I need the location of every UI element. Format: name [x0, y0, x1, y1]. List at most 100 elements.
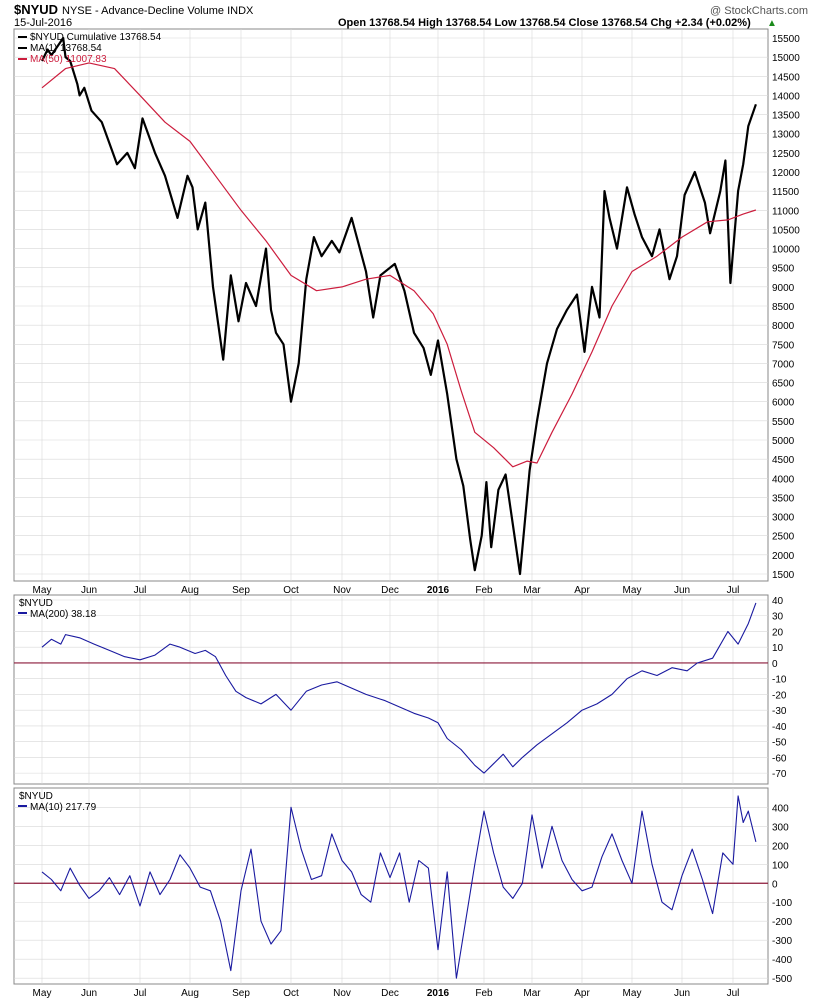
- y-tick-label: 4000: [772, 474, 795, 485]
- y-tick-label: -300: [772, 936, 792, 947]
- y-tick-label: 10: [772, 643, 784, 654]
- y-tick-label: -50: [772, 738, 787, 749]
- y-tick-label: 14500: [772, 72, 800, 83]
- x-tick-label: May: [33, 988, 52, 999]
- middle-legend: $NYUD MA(200) 38.18: [18, 598, 97, 620]
- x-tick-label: Jun: [81, 988, 97, 999]
- bottom-legend: $NYUD MA(10) 217.79: [18, 791, 97, 813]
- legend-ma10: MA(10) 217.79: [30, 802, 97, 813]
- y-tick-label: 7500: [772, 340, 795, 351]
- chart-ohlc: Open 13768.54 High 13768.54 Low 13768.54…: [338, 17, 751, 29]
- y-tick-label: 14000: [772, 91, 800, 102]
- x-tick-label: Jun: [81, 585, 97, 596]
- x-tick-label: Aug: [181, 988, 199, 999]
- up-arrow-icon: ▲: [767, 18, 777, 29]
- x-tick-label: Nov: [333, 988, 351, 999]
- series-line-ma50: [41, 62, 757, 468]
- x-tick-label: Mar: [523, 988, 541, 999]
- x-tick-label: May: [33, 585, 52, 596]
- legend-ma200: MA(200) 38.18: [30, 609, 97, 620]
- y-tick-label: -20: [772, 690, 787, 701]
- legend-ma50: MA(50) 11007.83: [30, 54, 107, 65]
- axis-layer: 1500200025003000350040004500500055006000…: [33, 34, 801, 999]
- x-tick-label: May: [623, 585, 642, 596]
- y-tick-label: -100: [772, 898, 792, 909]
- y-tick-label: -500: [772, 974, 792, 985]
- y-tick-label: -10: [772, 675, 787, 686]
- y-tick-label: 11500: [772, 187, 800, 198]
- chart-description: NYSE - Advance-Decline Volume INDX: [62, 5, 254, 17]
- y-tick-label: 400: [772, 803, 789, 814]
- y-tick-label: 20: [772, 627, 784, 638]
- main-legend: $NYUD Cumulative 13768.54 MA(1) 13768.54…: [18, 32, 162, 65]
- series-line-ma200: [41, 602, 757, 774]
- x-tick-label: Jul: [134, 988, 147, 999]
- y-tick-label: 0: [772, 879, 778, 890]
- y-tick-label: 6000: [772, 398, 795, 409]
- y-tick-label: 300: [772, 822, 789, 833]
- middle-panel-frame: [13, 594, 769, 785]
- y-tick-label: 10000: [772, 245, 800, 256]
- y-tick-label: 30: [772, 612, 784, 623]
- main-panel-frame: [13, 28, 769, 582]
- y-tick-label: 12000: [772, 168, 800, 179]
- y-tick-label: 5000: [772, 436, 795, 447]
- series-line-ma10: [41, 795, 757, 979]
- y-tick-label: 12500: [772, 149, 800, 160]
- y-tick-label: 9500: [772, 264, 795, 275]
- y-tick-label: 2500: [772, 532, 795, 543]
- x-tick-label: Dec: [381, 988, 399, 999]
- y-tick-label: 200: [772, 841, 789, 852]
- x-tick-label: Oct: [283, 988, 299, 999]
- x-tick-label: Nov: [333, 585, 351, 596]
- x-tick-label: 2016: [427, 585, 450, 596]
- y-tick-label: 40: [772, 596, 784, 607]
- x-tick-label: Aug: [181, 585, 199, 596]
- y-tick-label: 8000: [772, 321, 795, 332]
- stockcharts-logo: @ StockCharts.com: [710, 5, 808, 17]
- y-tick-label: -30: [772, 706, 787, 717]
- y-tick-label: 10500: [772, 225, 800, 236]
- y-tick-label: 13500: [772, 111, 800, 122]
- series-line-ma1: [41, 36, 757, 576]
- y-tick-label: 15000: [772, 53, 800, 64]
- x-tick-label: Sep: [232, 988, 250, 999]
- y-tick-label: 9000: [772, 283, 795, 294]
- grid-layer: [14, 29, 768, 984]
- y-tick-label: 1500: [772, 570, 795, 581]
- y-tick-label: 7000: [772, 359, 795, 370]
- x-tick-label: Jul: [727, 988, 740, 999]
- x-tick-label: Oct: [283, 585, 299, 596]
- y-tick-label: -40: [772, 722, 787, 733]
- y-tick-label: 0: [772, 659, 778, 670]
- x-tick-label: 2016: [427, 988, 450, 999]
- y-tick-label: 100: [772, 860, 789, 871]
- bottom-panel-frame: [13, 787, 769, 985]
- y-tick-label: -400: [772, 955, 792, 966]
- line-layer: [14, 36, 768, 979]
- x-tick-label: Dec: [381, 585, 399, 596]
- y-tick-label: 5500: [772, 417, 795, 428]
- x-tick-label: Mar: [523, 585, 541, 596]
- x-tick-label: Feb: [475, 988, 493, 999]
- legend-ma1: MA(1) 13768.54: [30, 43, 102, 54]
- x-tick-label: Jul: [134, 585, 147, 596]
- x-tick-label: Sep: [232, 585, 250, 596]
- x-tick-label: May: [623, 988, 642, 999]
- y-tick-label: -70: [772, 769, 787, 780]
- chart-date: 15-Jul-2016: [14, 17, 72, 29]
- x-tick-label: Feb: [475, 585, 493, 596]
- y-tick-label: 3000: [772, 513, 795, 524]
- x-tick-label: Jun: [674, 988, 690, 999]
- x-tick-label: Jul: [727, 585, 740, 596]
- chart-symbol: $NYUD: [14, 2, 58, 17]
- y-tick-label: 15500: [772, 34, 800, 45]
- y-tick-label: 13000: [772, 130, 800, 141]
- y-tick-label: -200: [772, 917, 792, 928]
- y-tick-label: 4500: [772, 455, 795, 466]
- y-tick-label: 6500: [772, 379, 795, 390]
- y-tick-label: 11000: [772, 206, 800, 217]
- y-tick-label: -60: [772, 753, 787, 764]
- x-tick-label: Apr: [574, 585, 590, 596]
